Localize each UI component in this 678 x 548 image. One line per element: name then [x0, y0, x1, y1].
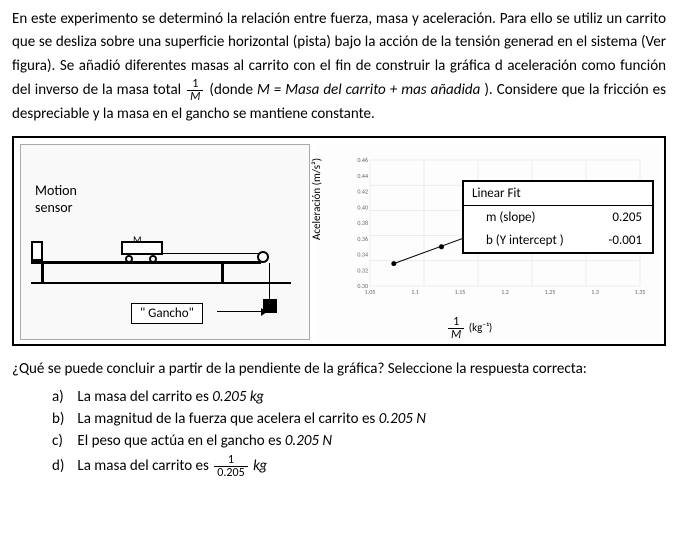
svg-text:0.44: 0.44 [357, 172, 368, 180]
figure-container: Motion sensor M " Gancho" Aceleración (m… [12, 136, 666, 346]
svg-text:1.1: 1.1 [411, 288, 419, 296]
mass-expression: M = Masa del carrito + mas añadida [257, 81, 480, 99]
svg-text:1.35: 1.35 [635, 288, 646, 296]
svg-text:1.25: 1.25 [545, 288, 556, 296]
string [269, 263, 270, 299]
motion-sensor-label: Motion sensor [35, 183, 77, 217]
fit-slope-row: m (slope) 0.205 [464, 206, 652, 229]
floor [31, 282, 291, 284]
sensor-icon [31, 241, 43, 261]
svg-text:0.40: 0.40 [357, 203, 368, 211]
fit-intercept-label: b (Y intercept ) [486, 233, 564, 248]
svg-text:0.32: 0.32 [357, 266, 368, 274]
options-list: a) La masa del carrito es 0.205 kg b) La… [12, 388, 666, 479]
svg-text:1.2: 1.2 [501, 288, 509, 296]
fraction-1-over-M-axis: 1 M [448, 316, 464, 341]
option-c[interactable]: c) El peso que actúa en el gancho es 0.2… [52, 432, 666, 450]
track [31, 261, 261, 264]
cart-mass-label: M [133, 233, 142, 246]
fit-intercept-row: b (Y intercept ) -0.001 [464, 229, 652, 252]
option-a[interactable]: a) La masa del carrito es 0.205 kg [52, 388, 666, 406]
linear-fit-box: Linear Fit m (slope) 0.205 b (Y intercep… [462, 180, 654, 254]
fit-slope-value: 0.205 [612, 210, 642, 225]
question-text: ¿Qué se puede concluir a partir de la pe… [12, 360, 666, 378]
svg-text:0.46: 0.46 [357, 156, 368, 164]
chart-y-axis-label: Aceleración (m/s²) [310, 158, 323, 240]
pulley-icon [257, 251, 269, 263]
fit-title: Linear Fit [464, 182, 652, 206]
callout-line [217, 311, 263, 312]
track-leg [221, 264, 224, 282]
track-leg [41, 264, 44, 282]
chart-panel: Aceleración (m/s²) 1.051.11.151.21.251.3… [316, 144, 660, 340]
svg-text:1.15: 1.15 [455, 288, 466, 296]
gancho-label: " Gancho" [131, 303, 203, 324]
intro-text-b: (donde [209, 81, 257, 99]
cart-icon [121, 241, 163, 255]
svg-text:0.36: 0.36 [357, 235, 368, 243]
wheel-icon [149, 255, 157, 263]
option-d[interactable]: d) La masa del carrito es 1 0.205 kg [52, 454, 666, 479]
wheel-icon [125, 255, 133, 263]
intro-paragraph: En este experimento se determinó la rela… [12, 8, 666, 126]
chart-x-axis-label: 1 M (kg⁻¹) [446, 316, 492, 341]
string [163, 253, 259, 254]
svg-text:0.42: 0.42 [357, 188, 368, 196]
fraction-1-over-M: 1 M [187, 78, 203, 103]
callout-arrow-icon [261, 308, 267, 316]
svg-text:0.30: 0.30 [357, 282, 368, 290]
experiment-diagram: Motion sensor M " Gancho" [20, 144, 310, 340]
svg-text:0.34: 0.34 [357, 251, 368, 259]
fraction-option-d: 1 0.205 [214, 454, 247, 479]
option-b[interactable]: b) La magnitud de la fuerza que acelera … [52, 410, 666, 428]
svg-text:1.3: 1.3 [591, 288, 599, 296]
svg-text:0.38: 0.38 [357, 219, 368, 227]
fit-slope-label: m (slope) [486, 210, 535, 225]
fit-intercept-value: -0.001 [608, 233, 642, 248]
